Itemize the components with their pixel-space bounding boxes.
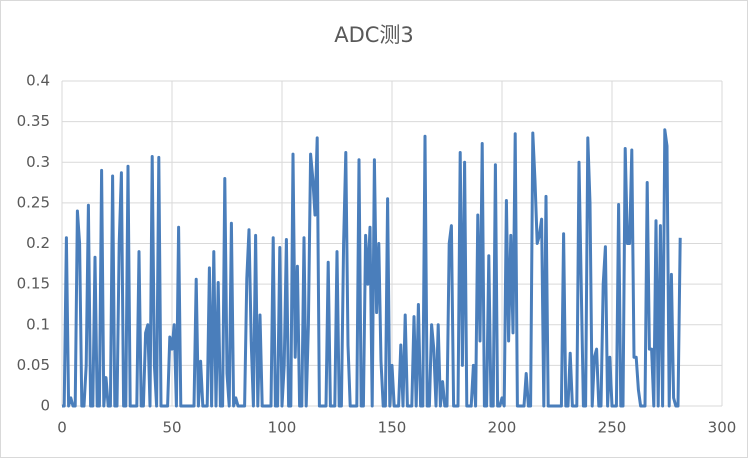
x-tick-label: 50 xyxy=(162,419,181,437)
y-tick-label: 0.4 xyxy=(26,72,50,90)
x-tick-label: 100 xyxy=(268,419,297,437)
y-tick-label: 0.25 xyxy=(17,193,50,211)
chart-title: ADC测3 xyxy=(334,23,414,47)
x-tick-label: 200 xyxy=(488,419,517,437)
y-tick-label: 0.1 xyxy=(26,315,50,333)
x-tick-label: 0 xyxy=(57,419,67,437)
x-tick-label: 250 xyxy=(598,419,627,437)
y-tick-label: 0.15 xyxy=(17,275,50,293)
y-tick-label: 0.05 xyxy=(17,356,50,374)
x-tick-label: 150 xyxy=(378,419,407,437)
x-tick-label: 300 xyxy=(708,419,737,437)
y-tick-label: 0 xyxy=(40,397,50,415)
y-tick-label: 0.35 xyxy=(17,112,50,130)
data-line xyxy=(62,128,682,408)
y-tick-label: 0.2 xyxy=(26,234,50,252)
y-tick-label: 0.3 xyxy=(26,153,50,171)
